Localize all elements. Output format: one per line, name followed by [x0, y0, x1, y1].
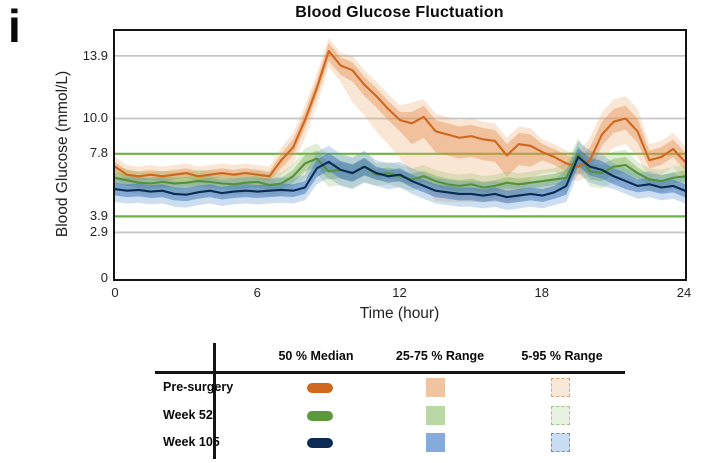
y-tick-label: 3.9 — [89, 207, 108, 223]
y-tick-label: 2.9 — [89, 223, 108, 239]
x-tick-label: 6 — [253, 285, 261, 300]
legend-range-swatch — [551, 433, 570, 452]
legend-row-label-pre-surgery: Pre-surgery — [163, 380, 234, 394]
legend-median-swatch — [307, 438, 333, 448]
legend-median-swatch — [307, 410, 333, 421]
x-tick-label: 24 — [676, 285, 692, 300]
y-tick-label: 13.9 — [82, 47, 108, 63]
legend-vertical-divider — [213, 343, 216, 459]
median-line-week-105 — [115, 155, 685, 199]
legend-column-iqr: 25-75 % Range — [395, 349, 485, 363]
panel-index-label: i — [8, 0, 21, 52]
median-line-week-52 — [115, 152, 685, 189]
glucose-line-chart — [115, 38, 685, 234]
legend-iqr-swatch — [426, 433, 445, 452]
x-tick-label: 18 — [534, 285, 549, 300]
x-tick-label: 12 — [392, 285, 407, 300]
legend-column-median: 50 % Median — [278, 349, 354, 363]
legend-range-swatch — [551, 405, 570, 425]
legend-median-swatch — [307, 383, 333, 393]
band-25-75-pre-surgery — [115, 43, 685, 182]
chart-title: Blood Glucose Fluctuation — [295, 4, 504, 21]
y-tick-label: 0 — [100, 270, 108, 285]
median-line-pre-surgery — [115, 50, 685, 178]
legend-iqr-swatch — [426, 378, 445, 397]
x-tick-label: 0 — [111, 285, 119, 300]
y-tick-label: 7.8 — [89, 145, 108, 161]
legend-row-label-week-52: Week 52 — [163, 407, 213, 422]
y-tick-label: 10.0 — [82, 110, 108, 126]
plot-area — [113, 29, 687, 281]
x-axis-title: Time (hour) — [359, 305, 440, 322]
legend-column-range: 5-95 % Range — [521, 349, 603, 363]
legend-horizontal-divider — [155, 371, 625, 374]
legend-range-swatch — [551, 378, 570, 397]
legend-row-label-week-105: Week 105 — [163, 435, 220, 449]
legend-iqr-swatch — [426, 405, 445, 425]
